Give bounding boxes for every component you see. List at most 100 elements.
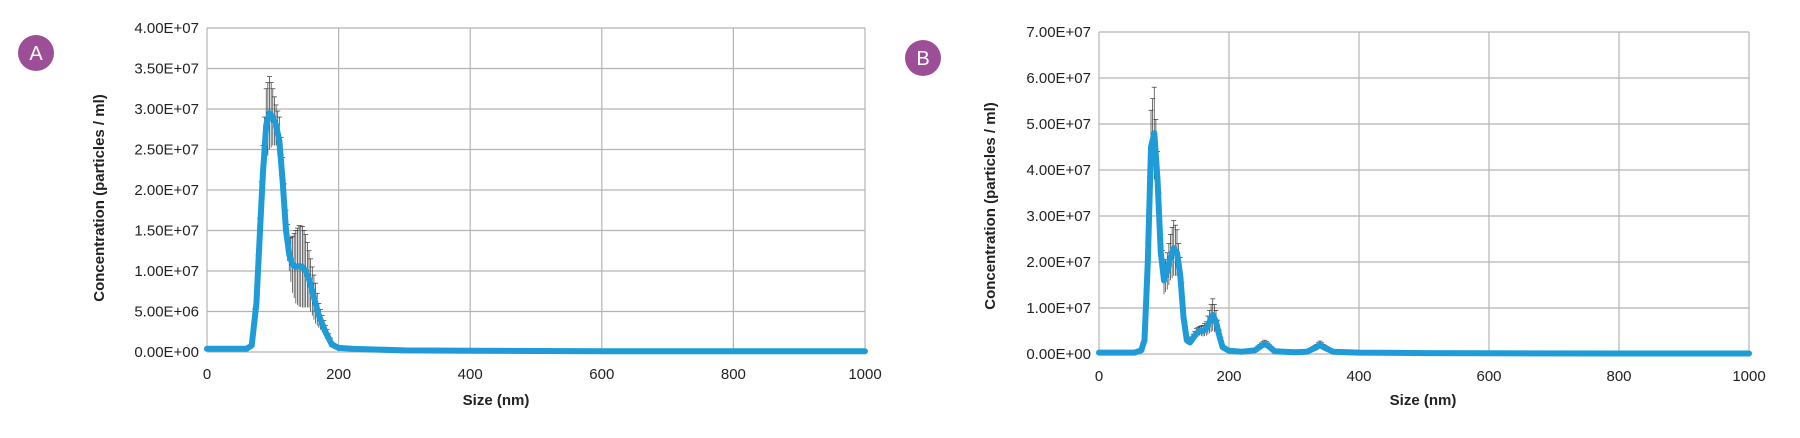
panel-a-data-point [204, 346, 210, 352]
panel-a-x-tick-label: 200 [326, 366, 351, 383]
panel-b-y-tick-label: 7.00E+07 [1026, 24, 1091, 41]
panel-b-y-tick-label: 5.00E+07 [1026, 116, 1091, 133]
panel-a-y-tick-labels: 0.00E+00 5.00E+06 1.00E+07 1.50E+07 2.00E+07… [134, 20, 199, 361]
panel-a-series-line [204, 110, 868, 355]
panel-b-y-tick-label: 6.00E+07 [1026, 70, 1091, 87]
panel-b-y-axis-title: Concentration (particles / ml) [982, 102, 999, 310]
panel-b-data-point [1304, 349, 1310, 355]
panel-b-data-point [1216, 333, 1222, 339]
panel-b-x-tick-label: 1000 [1732, 368, 1765, 385]
panel-a-data-point [270, 114, 276, 120]
panel-b-y-tick-label: 2.00E+07 [1026, 254, 1091, 271]
panel-a-x-tick-label: 0 [203, 366, 211, 383]
panel-a-y-tick-label: 4.00E+07 [134, 20, 199, 37]
panel-a-data-point [309, 288, 315, 294]
panel-a-data-point [273, 122, 279, 128]
panel-b-data-point [1174, 250, 1180, 256]
panel-b-error-bars [1133, 86, 1750, 354]
panel-a-badge-label: A [29, 43, 43, 65]
panel-b-data-point [1148, 144, 1154, 150]
panel-a-y-tick-label: 2.50E+07 [134, 142, 199, 159]
panel-b-data-point [1746, 350, 1752, 357]
panel-a-x-axis-title: Size (nm) [463, 392, 530, 409]
panel-a-data-point [266, 110, 273, 116]
panel-a-data-point [467, 348, 473, 354]
panel-b-data-point [1161, 277, 1167, 283]
panel-a-series [204, 110, 868, 355]
panel-b-data-point [1206, 319, 1213, 325]
panel-b-data-point [1096, 350, 1102, 356]
panel-a-data-point [306, 276, 312, 282]
panel-b-x-tick-label: 0 [1095, 368, 1103, 385]
panel-a-data-point [303, 268, 309, 274]
panel-a-data-point [862, 348, 868, 354]
panel-a-x-tick-labels: 0 200 400 600 800 1000 [203, 366, 882, 383]
panel-b-data-point [1239, 349, 1245, 355]
panel-b-y-tick-label: 4.00E+07 [1026, 162, 1091, 179]
panel-b-data-point [1164, 268, 1170, 274]
panel-b-y-tick-labels: 0.00E+00 1.00E+07 2.00E+07 3.00E+07 4.00E+07… [1026, 24, 1091, 363]
panel-a-x-tick-label: 600 [589, 366, 614, 383]
panel-a-y-tick-label: 3.50E+07 [134, 61, 199, 78]
panel-a-data-point [375, 346, 381, 353]
panel-a-data-point [276, 138, 282, 144]
panel-a-y-tick-label: 2.00E+07 [134, 182, 199, 199]
panel-a-y-tick-label: 5.00E+06 [134, 304, 199, 321]
panel-b-data-point [1190, 335, 1196, 341]
panel-a-y-tick-label: 3.00E+07 [134, 101, 199, 118]
panel-b-x-tick-label: 400 [1346, 368, 1371, 385]
panel-a-data-point [401, 347, 407, 353]
panel-a-y-tick-label: 1.00E+07 [134, 263, 199, 280]
panel-b-data-point [1138, 347, 1144, 353]
panel-a-data-point [319, 321, 325, 327]
panel-a-y-tick-label: 0.00E+00 [134, 344, 199, 361]
panel-b-y-tick-label: 1.00E+07 [1026, 300, 1091, 317]
panel-b-data-point [1271, 348, 1278, 354]
panel-b-data-point [1291, 349, 1297, 355]
panel-a-data-point [730, 348, 737, 354]
panel-b-data-point [1141, 337, 1148, 343]
panel-b-x-axis-title: Size (nm) [1390, 392, 1457, 409]
panel-b-x-tick-label: 800 [1606, 368, 1631, 385]
panel-a-badge-circle [18, 35, 54, 71]
panel-a-data-point [336, 345, 342, 351]
panel-a-data-point [263, 122, 269, 128]
panel-b-data-point [1226, 348, 1232, 354]
panel-a-data-point [283, 227, 289, 234]
panel-b-data-point [1219, 344, 1226, 350]
panel-b-badge-circle [905, 40, 941, 76]
panel-b-series [1096, 130, 1752, 357]
panel-a-data-point [322, 329, 329, 335]
panel-b-data-point [1356, 350, 1362, 356]
panel-b-data-point [1203, 326, 1209, 332]
panel-b-data-point [1252, 347, 1258, 353]
panel-b-series-line [1096, 130, 1752, 357]
panel-a-y-tick-label: 1.50E+07 [134, 223, 199, 240]
panel-b-data-point [1265, 343, 1271, 349]
panel-a-data-point [286, 252, 292, 258]
panel-b-data-point [1132, 350, 1138, 356]
panel-b-data-point [1213, 319, 1219, 325]
panel-b-grid [1098, 31, 1750, 355]
panel-a-x-tick-label: 400 [458, 366, 483, 383]
chart-panel-b: B 0.00E+00 1.00E+07 2.00E+07 3.00E+07 4.00E+… [905, 24, 1766, 409]
panel-b-y-tick-label: 3.00E+07 [1026, 208, 1091, 225]
panel-b-x-tick-label: 200 [1216, 368, 1241, 385]
panel-b-data-point [1154, 176, 1161, 182]
panel-b-data-point [1187, 339, 1193, 346]
panel-b-data-point [1180, 314, 1187, 320]
panel-b-x-tick-label: 600 [1476, 368, 1501, 385]
panel-b-data-point [1330, 349, 1336, 355]
panel-a-data-point [260, 171, 266, 177]
panel-b-data-point [1421, 350, 1427, 356]
panel-b-data-point [1145, 259, 1151, 265]
panel-a-data-point [312, 300, 319, 306]
panel-b-data-point [1320, 344, 1326, 350]
panel-a-data-point [299, 264, 306, 270]
panel-a-x-tick-label: 800 [721, 366, 746, 383]
panel-a-data-point [249, 342, 255, 349]
panel-b-data-point [1486, 350, 1492, 356]
panel-b-badge-label: B [916, 48, 929, 70]
panel-a-data-point [316, 312, 322, 319]
